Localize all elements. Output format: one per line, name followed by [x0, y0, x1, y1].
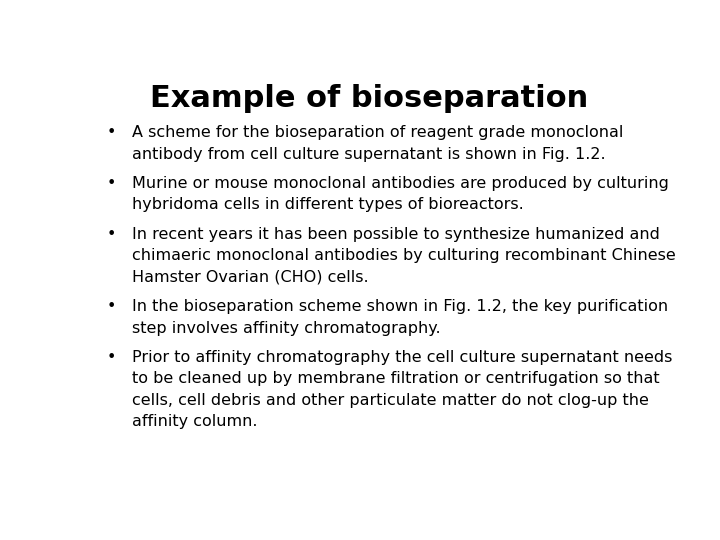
Text: Murine or mouse monoclonal antibodies are produced by culturing: Murine or mouse monoclonal antibodies ar… [132, 176, 669, 191]
Text: In recent years it has been possible to synthesize humanized and: In recent years it has been possible to … [132, 227, 660, 241]
Text: •: • [107, 176, 116, 191]
Text: affinity column.: affinity column. [132, 415, 257, 429]
Text: Hamster Ovarian (CHO) cells.: Hamster Ovarian (CHO) cells. [132, 270, 369, 285]
Text: Prior to affinity chromatography the cell culture supernatant needs: Prior to affinity chromatography the cel… [132, 349, 672, 364]
Text: In the bioseparation scheme shown in Fig. 1.2, the key purification: In the bioseparation scheme shown in Fig… [132, 299, 668, 314]
Text: •: • [107, 349, 116, 364]
Text: •: • [107, 299, 116, 314]
Text: •: • [107, 227, 116, 241]
Text: chimaeric monoclonal antibodies by culturing recombinant Chinese: chimaeric monoclonal antibodies by cultu… [132, 248, 675, 263]
Text: step involves affinity chromatography.: step involves affinity chromatography. [132, 321, 441, 335]
Text: •: • [107, 125, 116, 140]
Text: Example of bioseparation: Example of bioseparation [150, 84, 588, 112]
Text: antibody from cell culture supernatant is shown in Fig. 1.2.: antibody from cell culture supernatant i… [132, 147, 606, 161]
Text: hybridoma cells in different types of bioreactors.: hybridoma cells in different types of bi… [132, 198, 523, 212]
Text: cells, cell debris and other particulate matter do not clog-up the: cells, cell debris and other particulate… [132, 393, 649, 408]
Text: A scheme for the bioseparation of reagent grade monoclonal: A scheme for the bioseparation of reagen… [132, 125, 624, 140]
Text: to be cleaned up by membrane filtration or centrifugation so that: to be cleaned up by membrane filtration … [132, 371, 660, 386]
